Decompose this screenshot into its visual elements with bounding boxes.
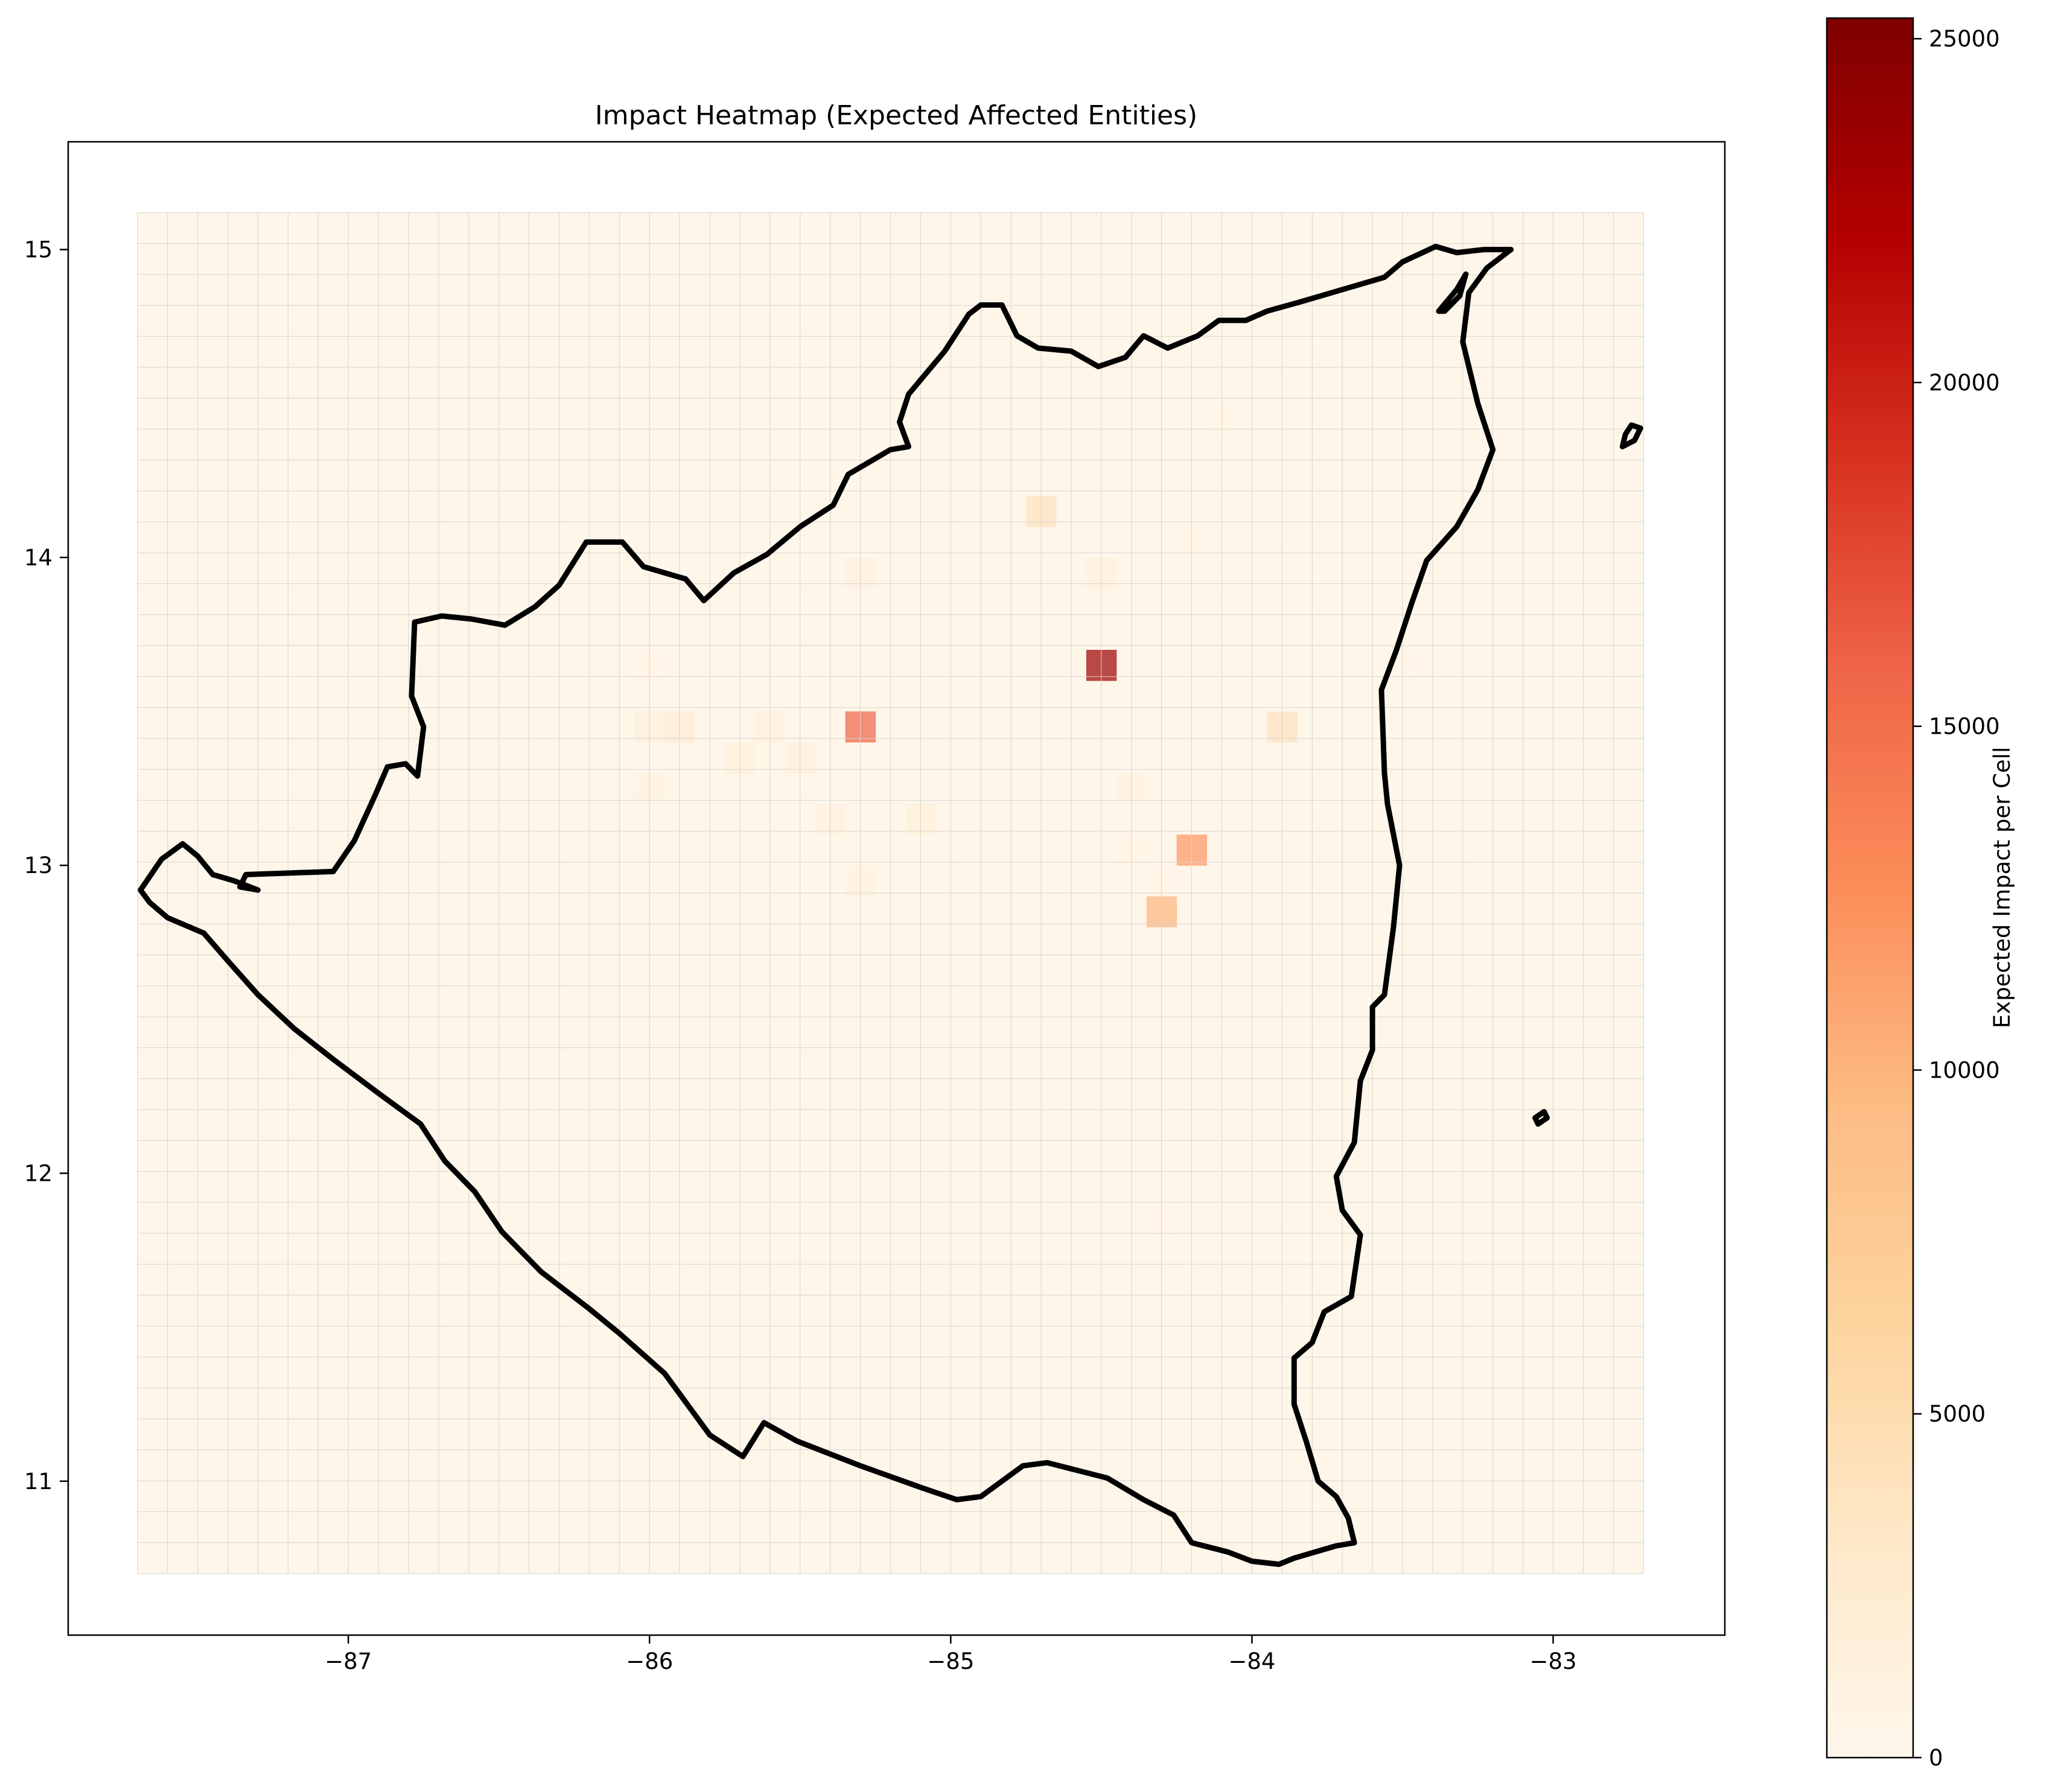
country-boundary [138, 244, 1514, 1568]
y-tick-label: 14 [24, 545, 53, 571]
cell-grid-lines [137, 212, 1644, 1574]
y-tick-label: 11 [24, 1469, 53, 1495]
colorbar-gradient [1826, 17, 1914, 1759]
colorbar-ticks: 0 5000 10000 15000 20000 25000 [1913, 26, 2000, 1771]
y-tick-label: 12 [24, 1161, 53, 1187]
island-boundary [1436, 271, 1469, 314]
country-outline [138, 244, 1643, 1568]
y-tick-label: 13 [24, 853, 53, 879]
colorbar-tick-label: 25000 [1929, 26, 2000, 52]
plot-area: −87 −86 −85 −84 −83 11 12 13 14 15 [24, 141, 1726, 1674]
colorbar-tick-label: 15000 [1929, 714, 2000, 740]
colorbar: 0 5000 10000 15000 20000 25000 Expected Impac… [1826, 17, 2015, 1771]
x-tick-label: −87 [325, 1648, 372, 1674]
y-axis: 11 12 13 14 15 [24, 237, 68, 1495]
chart-title: Impact Heatmap (Expected Affected Entiti… [595, 100, 1197, 131]
x-tick-label: −84 [1228, 1648, 1275, 1674]
x-tick-label: −85 [927, 1648, 974, 1674]
plot-frame [67, 141, 1726, 1636]
island-boundary [1619, 422, 1643, 450]
colorbar-tick-label: 20000 [1929, 370, 2000, 396]
colorbar-label: Expected Impact per Cell [1989, 747, 2015, 1029]
colorbar-tick-label: 5000 [1929, 1401, 1986, 1427]
y-tick-label: 15 [24, 237, 53, 263]
island-boundary [1532, 1109, 1550, 1127]
x-tick-label: −86 [626, 1648, 673, 1674]
colorbar-tick-label: 0 [1929, 1745, 1943, 1771]
colorbar-tick-label: 10000 [1929, 1057, 2000, 1083]
x-axis: −87 −86 −85 −84 −83 [325, 1635, 1577, 1674]
x-tick-label: −83 [1529, 1648, 1576, 1674]
